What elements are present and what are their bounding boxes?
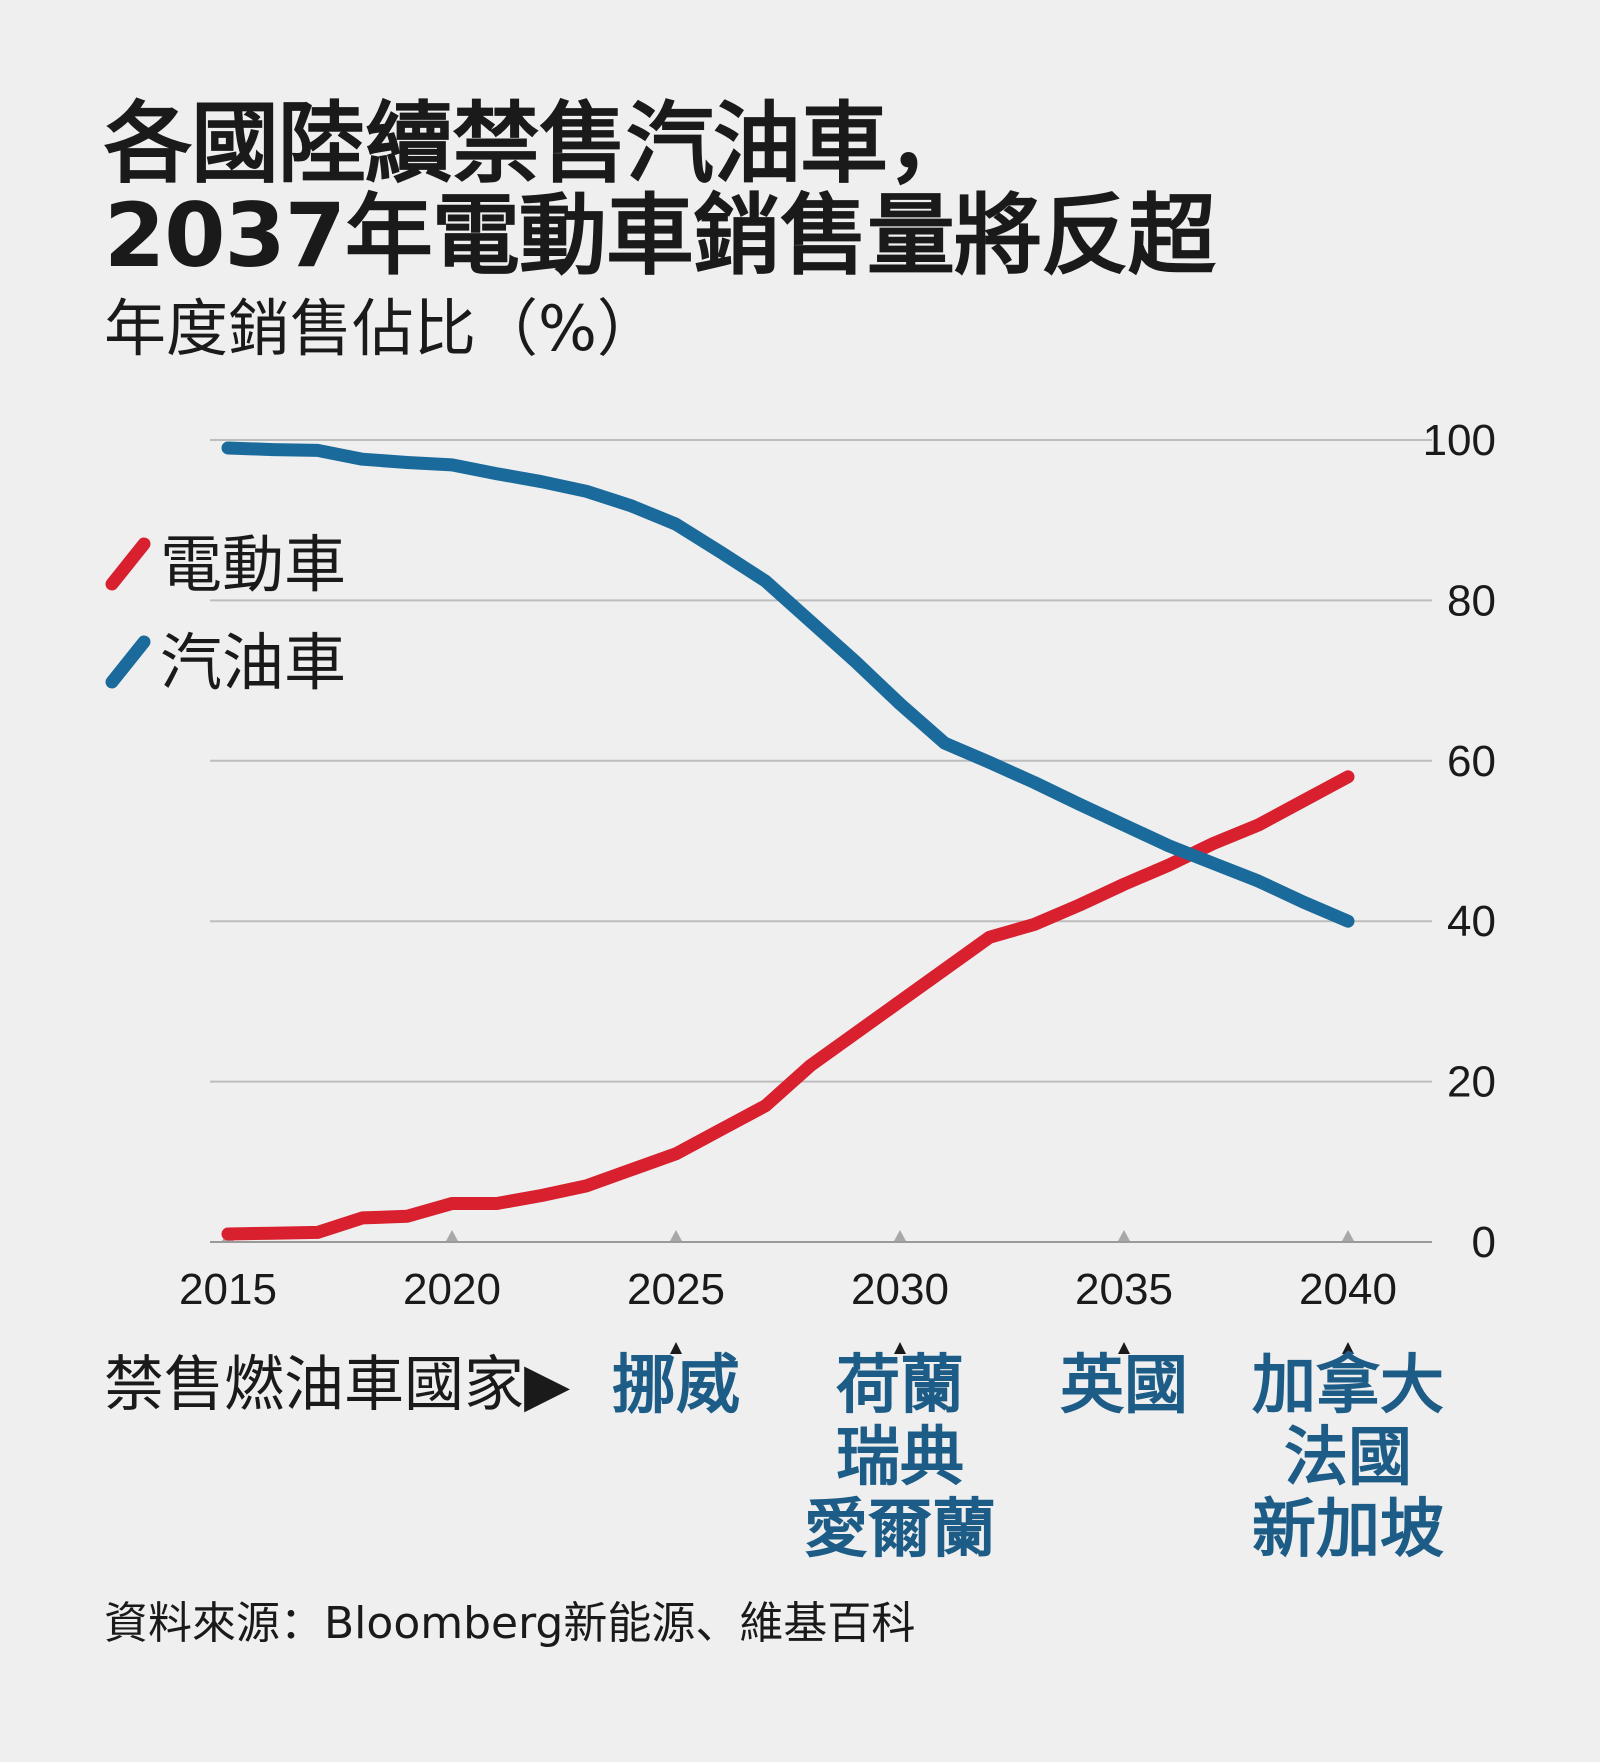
ban-country-group: 英國 (1004, 1350, 1244, 1422)
ban-year-marker (1118, 1342, 1130, 1354)
ban-country-name: 瑞典 (836, 1421, 964, 1495)
legend-label: 汽油車 (160, 626, 346, 699)
ban-country-name: 英國 (1060, 1349, 1188, 1423)
ban-year-marker (1342, 1342, 1354, 1354)
y-tick-label: 80 (1447, 576, 1496, 625)
series-lines (221, 441, 1355, 1241)
x-tick-label: 2020 (403, 1265, 501, 1314)
title-line-2: 2037年電動車銷售量將反超 (104, 184, 1216, 287)
y-tick-label: 100 (1423, 416, 1496, 465)
ban-countries-label: 禁售燃油車國家▶ (104, 1350, 571, 1420)
y-tick-label: 60 (1447, 737, 1496, 786)
x-tick-mark (894, 1230, 906, 1241)
x-tick-mark (1342, 1230, 1354, 1241)
source-note: 資料來源：Bloomberg新能源、維基百科 (104, 1598, 916, 1649)
legend-swatch (105, 635, 151, 689)
x-tick-mark (1118, 1230, 1130, 1241)
x-tick-label: 2040 (1299, 1265, 1397, 1314)
x-tick-label: 2025 (627, 1265, 725, 1314)
ban-year-marker (894, 1342, 906, 1354)
ban-country-group: 荷蘭 瑞典 愛爾蘭 (780, 1350, 1020, 1566)
series-line-ev (221, 770, 1355, 1241)
y-tick-label: 20 (1447, 1058, 1496, 1107)
x-tick-mark (670, 1230, 682, 1241)
x-tick-mark (446, 1230, 458, 1241)
x-tick-label: 2030 (851, 1265, 949, 1314)
ban-country-name: 法國 (1284, 1421, 1412, 1495)
chart-subtitle: 年度銷售佔比（%） (104, 292, 659, 365)
x-tick-label: 2015 (179, 1265, 277, 1314)
legend-swatch (105, 537, 151, 591)
x-tick-label: 2035 (1075, 1265, 1173, 1314)
y-tick-label: 40 (1447, 897, 1496, 946)
ban-country-name: 荷蘭 (836, 1349, 964, 1423)
ban-country-name: 挪威 (612, 1349, 740, 1423)
ban-year-marker (670, 1342, 682, 1354)
y-tick-label: 0 (1472, 1218, 1496, 1267)
title-line-1: 各國陸續禁售汽油車， (104, 92, 975, 195)
ban-country-group: 挪威 (556, 1350, 796, 1422)
ban-country-name: 加拿大 (1252, 1349, 1444, 1423)
ban-country-name: 愛爾蘭 (804, 1493, 996, 1567)
legend-label: 電動車 (160, 528, 346, 601)
ban-country-name: 新加坡 (1252, 1493, 1444, 1567)
chart-title: 各國陸續禁售汽油車， 2037年電動車銷售量將反超 (104, 98, 1216, 282)
series-line-ice (221, 441, 1355, 928)
gridlines (210, 439, 1432, 1243)
ban-country-group: 加拿大 法國 新加坡 (1228, 1350, 1468, 1566)
